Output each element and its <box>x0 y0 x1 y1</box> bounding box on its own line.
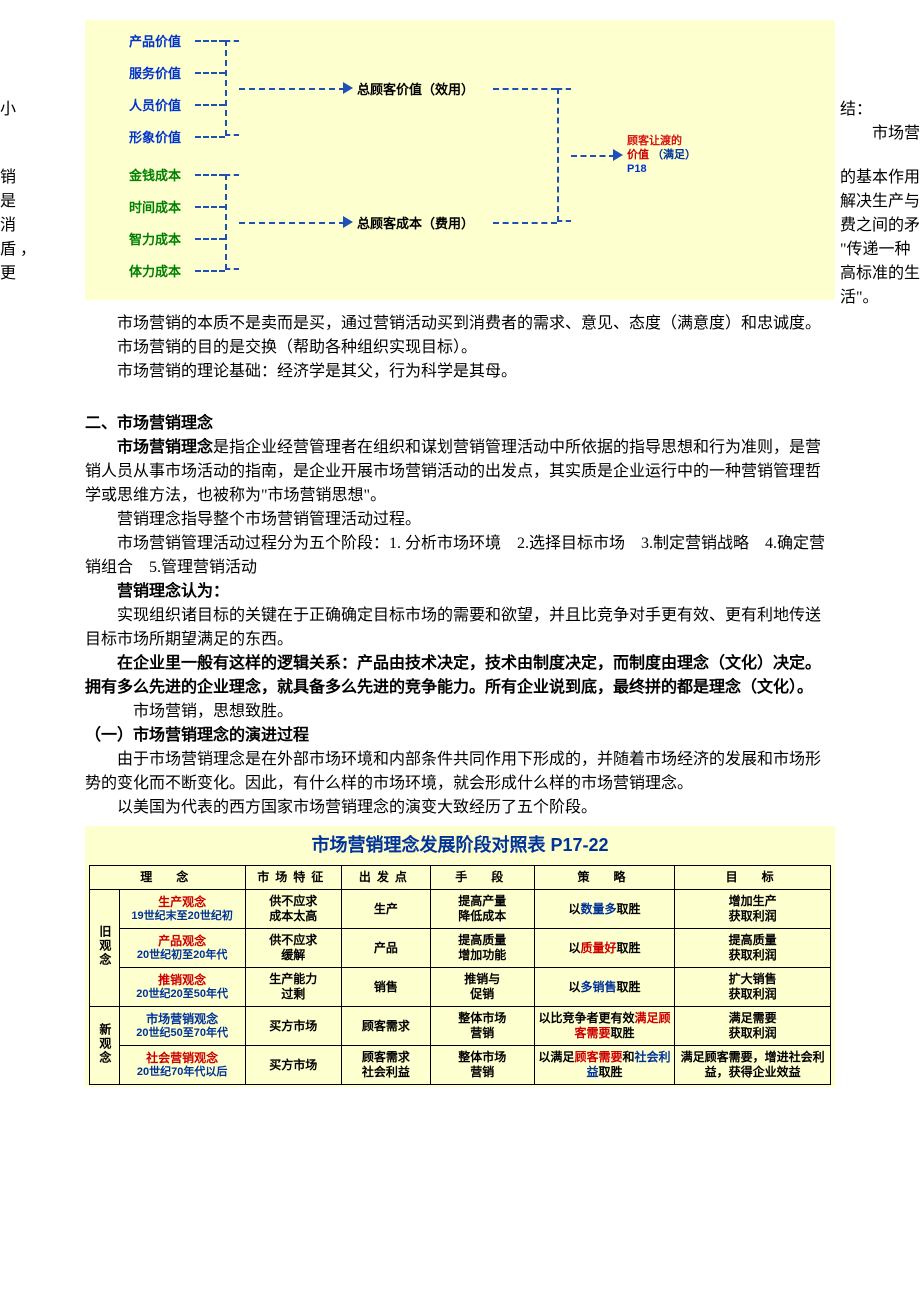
col-header: 理 念 <box>90 866 246 890</box>
table-row: 社会营销观念20世纪70年代以后买方市场顾客需求社会利益整体市场营销以满足顾客需… <box>90 1046 831 1085</box>
col-header: 出发点 <box>341 866 430 890</box>
total-value-label: 总顾客价值（效用） <box>357 80 474 100</box>
means-cell: 推销与促销 <box>430 968 534 1007</box>
table-row: 推销观念20世纪20至50年代生产能力过剩销售推销与促销以多销售取胜扩大销售获取… <box>90 968 831 1007</box>
concept-cell: 推销观念20世纪20至50年代 <box>119 968 245 1007</box>
sec2-sub1-p1: 由于市场营销理念是在外部市场环境和内部条件共同作用下形成的，并随着市场经济的发展… <box>85 748 835 796</box>
group-label: 旧观念 <box>90 890 120 1007</box>
feat-cell: 供不应求成本太高 <box>245 890 341 929</box>
para-essence: 市场营销的本质不是卖而是买，通过营销活动买到消费者的需求、意见、态度（满意度）和… <box>85 312 835 336</box>
wrap-text: "传递一种 <box>840 238 920 262</box>
col-header: 目 标 <box>675 866 831 890</box>
wrap-text: 小 <box>0 98 70 122</box>
wrap-text: 盾 ， <box>0 238 70 262</box>
result-pageref: P18 <box>627 161 647 178</box>
feat-cell: 供不应求缓解 <box>245 929 341 968</box>
wrap-text: 结： <box>840 98 920 122</box>
goal-cell: 满足需要获取利润 <box>675 1007 831 1046</box>
start-cell: 销售 <box>341 968 430 1007</box>
wrap-text: 消 <box>0 214 70 238</box>
concepts-table-wrap: 市场营销理念发展阶段对照表 P17-22 理 念市场特征出发点手 段策 略目 标… <box>85 826 835 1087</box>
start-cell: 生产 <box>341 890 430 929</box>
strategy-cell: 以数量多取胜 <box>534 890 675 929</box>
strategy-cell: 以满足顾客需要和社会利益取胜 <box>534 1046 675 1085</box>
value-item: 形象价值 <box>129 128 181 148</box>
strategy-cell: 以质量好取胜 <box>534 929 675 968</box>
wrap-text: 解决生产与 <box>840 190 920 214</box>
value-item: 服务价值 <box>129 64 181 84</box>
strategy-cell: 以多销售取胜 <box>534 968 675 1007</box>
wrap-text: 是 <box>0 190 70 214</box>
concept-cell: 市场营销观念20世纪50至70年代 <box>119 1007 245 1046</box>
wrap-text: 市场营 <box>840 122 920 146</box>
title-pageref: P17-22 <box>550 835 608 855</box>
sec2-p3: 市场营销管理活动过程分为五个阶段：1. 分析市场环境 2.选择目标市场 3.制定… <box>85 532 835 580</box>
concept-cell: 产品观念20世纪初至20年代 <box>119 929 245 968</box>
customer-value-diagram: 产品价值服务价值人员价值形象价值金钱成本时间成本智力成本体力成本 总顾客价值（效用… <box>85 20 835 300</box>
col-header: 手 段 <box>430 866 534 890</box>
sec2-sub1-p2: 以美国为代表的西方国家市场营销理念的演变大致经历了五个阶段。 <box>85 796 835 820</box>
concept-cell: 社会营销观念20世纪70年代以后 <box>119 1046 245 1085</box>
cost-item: 金钱成本 <box>129 166 181 186</box>
total-cost-label: 总顾客成本（费用） <box>357 214 474 234</box>
cost-item: 体力成本 <box>129 262 181 282</box>
value-item: 人员价值 <box>129 96 181 116</box>
sec2-p2: 营销理念指导整个市场营销管理活动过程。 <box>85 508 835 532</box>
goal-cell: 满足顾客需要，增进社会利益，获得企业效益 <box>675 1046 831 1085</box>
table-row: 产品观念20世纪初至20年代供不应求缓解产品提高质量增加功能以质量好取胜提高质量… <box>90 929 831 968</box>
section-2-heading: 二、市场营销理念 <box>85 412 835 436</box>
goal-cell: 增加生产获取利润 <box>675 890 831 929</box>
para-purpose: 市场营销的目的是交换（帮助各种组织实现目标）。 <box>85 336 835 360</box>
means-cell: 提高质量增加功能 <box>430 929 534 968</box>
col-header: 市场特征 <box>245 866 341 890</box>
goal-cell: 提高质量获取利润 <box>675 929 831 968</box>
sec2-p4: 营销理念认为： <box>85 580 835 604</box>
wrap-text: 高标准的生 <box>840 262 920 286</box>
table-row: 新观念市场营销观念20世纪50至70年代买方市场顾客需求整体市场营销以比竞争者更… <box>90 1007 831 1046</box>
goal-cell: 扩大销售获取利润 <box>675 968 831 1007</box>
txt: 市场营销的本质不是卖而是买，通过营销活动买到消费者的需求、意见、态度（满意度）和… <box>117 315 821 332</box>
wrap-text: 的基本作用 <box>840 166 920 190</box>
wrap-text: 费之间的矛 <box>840 214 920 238</box>
wrap-text: 活"。 <box>840 286 920 310</box>
sec2-sub1-heading: （一）市场营销理念的演进过程 <box>85 724 835 748</box>
feat-cell: 买方市场 <box>245 1007 341 1046</box>
table-row: 旧观念生产观念19世纪末至20世纪初供不应求成本太高生产提高产量降低成本以数量多… <box>90 890 831 929</box>
col-header: 策 略 <box>534 866 675 890</box>
value-item: 产品价值 <box>129 32 181 52</box>
concept-cell: 生产观念19世纪末至20世纪初 <box>119 890 245 929</box>
sec2-p7: 市场营销，思想致胜。 <box>85 700 835 724</box>
feat-cell: 生产能力过剩 <box>245 968 341 1007</box>
title-text: 市场营销理念发展阶段对照表 <box>311 835 545 855</box>
start-cell: 顾客需求 <box>341 1007 430 1046</box>
sec2-p6: 在企业里一般有这样的逻辑关系：产品由技术决定，技术由制度决定，而制度由理念（文化… <box>85 652 835 700</box>
start-cell: 产品 <box>341 929 430 968</box>
wrap-text: 销 <box>0 166 70 190</box>
means-cell: 整体市场营销 <box>430 1007 534 1046</box>
para-theory-base: 市场营销的理论基础：经济学是其父，行为科学是其母。 <box>85 360 835 384</box>
cost-item: 时间成本 <box>129 198 181 218</box>
cost-item: 智力成本 <box>129 230 181 250</box>
group-label: 新观念 <box>90 1007 120 1085</box>
wrap-text: 更 <box>0 262 70 286</box>
start-cell: 顾客需求社会利益 <box>341 1046 430 1085</box>
concepts-table: 理 念市场特征出发点手 段策 略目 标旧观念生产观念19世纪末至20世纪初供不应… <box>89 865 831 1085</box>
strategy-cell: 以比竞争者更有效满足顾客需要取胜 <box>534 1007 675 1046</box>
sec2-p5: 实现组织诸目标的关键在于正确确定目标市场的需要和欲望，并且比竞争对手更有效、更有… <box>85 604 835 652</box>
means-cell: 整体市场营销 <box>430 1046 534 1085</box>
feat-cell: 买方市场 <box>245 1046 341 1085</box>
sec2-p1: 市场营销理念是指企业经营管理者在组织和谋划营销管理活动中所依据的指导思想和行为准… <box>85 436 835 508</box>
concepts-table-title: 市场营销理念发展阶段对照表 P17-22 <box>89 832 831 859</box>
term: 市场营销理念 <box>117 439 213 456</box>
means-cell: 提高产量降低成本 <box>430 890 534 929</box>
